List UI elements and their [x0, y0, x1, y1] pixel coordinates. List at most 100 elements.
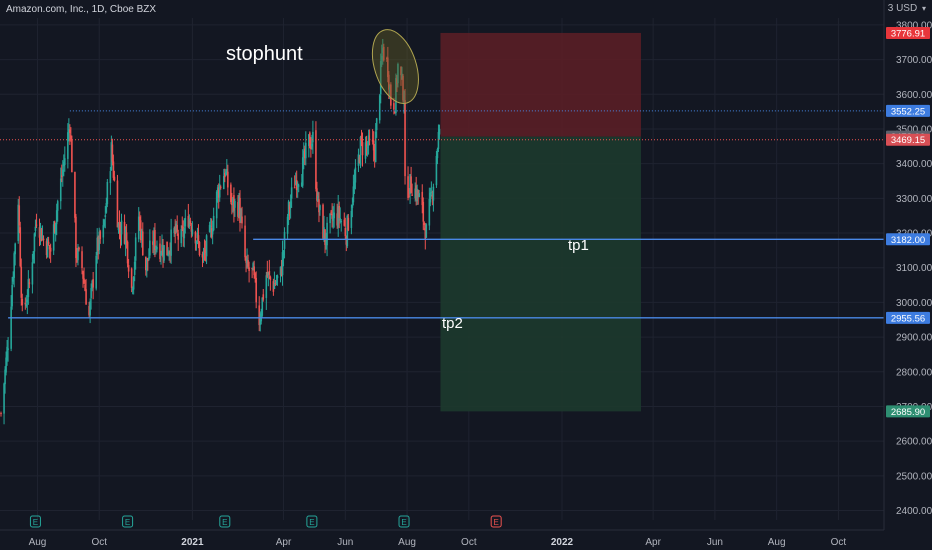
candle-body — [197, 235, 200, 242]
candle-body — [333, 212, 335, 219]
candle-body — [55, 210, 58, 225]
candle-body — [380, 55, 383, 61]
candle — [255, 271, 257, 309]
candle — [168, 250, 170, 261]
candle-body — [24, 302, 27, 305]
price-axis[interactable] — [884, 0, 932, 550]
candle-body — [34, 226, 37, 231]
candle-body — [266, 271, 269, 277]
candle — [64, 146, 66, 172]
candle-body — [388, 74, 390, 90]
candle — [163, 244, 165, 263]
candle-body — [389, 87, 391, 93]
candle — [97, 235, 100, 260]
candle-body — [180, 229, 183, 244]
earnings-marker[interactable]: E — [490, 515, 502, 528]
currency-selector[interactable]: 3 USD ▾ — [888, 3, 926, 14]
symbol-title[interactable]: Amazon.com, Inc., 1D, Cboe BZX — [6, 4, 157, 15]
candle — [312, 120, 314, 154]
risk-zone[interactable] — [440, 32, 641, 137]
candle — [17, 198, 20, 244]
candle-body — [13, 253, 15, 278]
price-label-text: 3776.91 — [891, 28, 925, 39]
candle-body — [102, 225, 105, 238]
candle-body — [49, 247, 52, 252]
price-label-tp2: 2955.56 — [886, 311, 930, 324]
candle — [132, 275, 135, 295]
candle-body — [20, 266, 23, 298]
candle-body — [203, 250, 206, 253]
candle — [396, 74, 398, 93]
candle-body — [18, 205, 21, 226]
candle — [140, 228, 143, 248]
candle — [248, 261, 250, 283]
earnings-marker[interactable]: E — [398, 515, 410, 528]
candle-body — [293, 187, 296, 189]
earnings-marker[interactable]: E — [29, 515, 41, 528]
candle-body — [201, 253, 204, 258]
earnings-marker[interactable]: E — [122, 515, 134, 528]
candle — [295, 170, 298, 198]
tp1-label[interactable]: tp1 — [568, 237, 589, 254]
candle — [421, 184, 424, 214]
candle-body — [407, 176, 409, 198]
candle-body — [281, 252, 284, 276]
y-tick-label: 3600.00 — [896, 90, 932, 101]
candle — [99, 229, 102, 244]
candle — [5, 351, 7, 376]
candle — [197, 224, 200, 249]
candle-body — [117, 223, 120, 231]
candle — [367, 129, 370, 155]
x-tick-label: Aug — [398, 537, 416, 548]
candle-body — [418, 193, 421, 198]
candle — [407, 166, 409, 201]
candle-body — [240, 216, 242, 222]
price-label-bg — [886, 104, 930, 117]
candle — [357, 148, 360, 173]
candle — [11, 276, 13, 310]
candle-body — [12, 276, 14, 282]
candle-body — [422, 201, 425, 222]
candle — [240, 208, 242, 223]
candle-body — [166, 241, 168, 256]
candle — [67, 123, 69, 169]
candle-body — [116, 180, 119, 228]
stophunt-ellipse[interactable] — [364, 24, 427, 109]
candle — [69, 124, 71, 145]
x-tick-label: 2021 — [181, 537, 204, 548]
candle — [189, 217, 192, 227]
candle — [430, 181, 433, 197]
candle-body — [47, 241, 50, 245]
candle — [176, 215, 179, 236]
candle-body — [217, 188, 220, 198]
candle-body — [230, 184, 232, 203]
candle-body — [124, 229, 127, 245]
candle-body — [42, 238, 45, 241]
candle — [134, 233, 137, 270]
candle — [169, 242, 171, 263]
earnings-marker[interactable]: E — [306, 515, 318, 528]
candle — [147, 257, 149, 271]
candle-body — [408, 196, 410, 198]
candle-body — [231, 202, 233, 206]
candle — [152, 230, 154, 254]
candle-body — [113, 176, 116, 181]
candle — [432, 183, 435, 212]
candle-body — [318, 199, 320, 213]
candle — [54, 222, 57, 242]
price-label-bg — [886, 405, 930, 418]
candle-body — [431, 195, 434, 199]
candle — [258, 296, 261, 332]
stophunt-label[interactable]: stophunt — [226, 43, 303, 65]
tp2-label[interactable]: tp2 — [442, 315, 463, 332]
candle — [53, 220, 56, 234]
earnings-marker[interactable]: E — [219, 515, 231, 528]
candle — [216, 184, 219, 203]
candle-body — [156, 246, 158, 250]
candle-body — [378, 95, 381, 121]
reward-zone[interactable] — [440, 136, 641, 412]
candle — [105, 197, 108, 214]
candle-body — [233, 195, 235, 211]
